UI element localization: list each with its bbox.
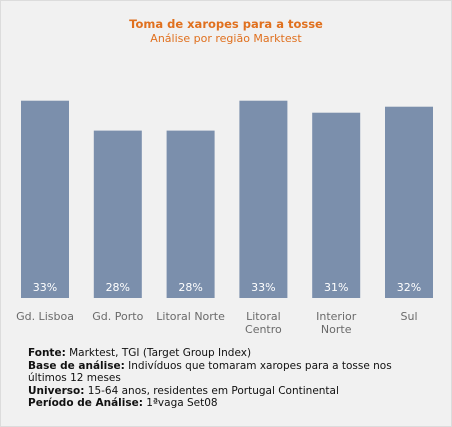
category-label: Interior — [316, 310, 357, 323]
bar-2 — [93, 130, 142, 298]
chart-subtitle: Análise por região Marktest — [150, 32, 302, 45]
category-label: Gd. Porto — [92, 310, 143, 323]
source-notes: Fonte: Marktest, TGI (Target Group Index… — [28, 347, 428, 410]
base-text: Indivíduos que tomaram xaropes para a to… — [28, 359, 392, 385]
universe-label: Universo: — [28, 384, 85, 397]
source-text: Marktest, TGI (Target Group Index) — [65, 347, 252, 359]
bar-6 — [385, 106, 433, 298]
category-label: Litoral Norte — [156, 310, 225, 323]
chart-title: Toma de xaropes para a tosse — [129, 17, 323, 31]
bar-4 — [239, 100, 288, 298]
period-label: Período de Análise: — [28, 397, 143, 409]
category-label: Centro — [245, 323, 282, 336]
bar-chart: 33% Gd. Lisboa 28% Gd. Porto 28% Litoral Nort… — [16, 100, 433, 336]
bar-value-label: 32% — [397, 281, 421, 294]
source-label: Fonte: — [28, 347, 66, 359]
bar-1 — [21, 100, 69, 298]
base-label: Base de análise: — [28, 359, 125, 372]
universe-text: 15-64 anos, residentes em Portugal Conti… — [84, 384, 339, 397]
source-line: Fonte: Marktest, TGI (Target Group Index… — [28, 347, 428, 360]
category-label: Sul — [400, 310, 417, 323]
bar-3 — [166, 130, 215, 298]
category-label: Gd. Lisboa — [16, 310, 74, 323]
bar-value-label: 28% — [106, 281, 130, 294]
bar-5 — [312, 112, 361, 298]
period-line: Período de Análise: 1ªvaga Set08 — [28, 397, 428, 410]
category-label: Norte — [321, 323, 352, 336]
bar-value-label: 28% — [178, 281, 202, 294]
base-line: Base de análise: Indivíduos que tomaram … — [28, 360, 428, 385]
bar-value-label: 31% — [324, 281, 348, 294]
bar-value-label: 33% — [251, 281, 275, 294]
category-label: Litoral — [246, 310, 281, 323]
universe-line: Universo: 15-64 anos, residentes em Port… — [28, 385, 428, 398]
period-text: 1ªvaga Set08 — [142, 397, 218, 409]
bar-value-label: 33% — [33, 281, 57, 294]
